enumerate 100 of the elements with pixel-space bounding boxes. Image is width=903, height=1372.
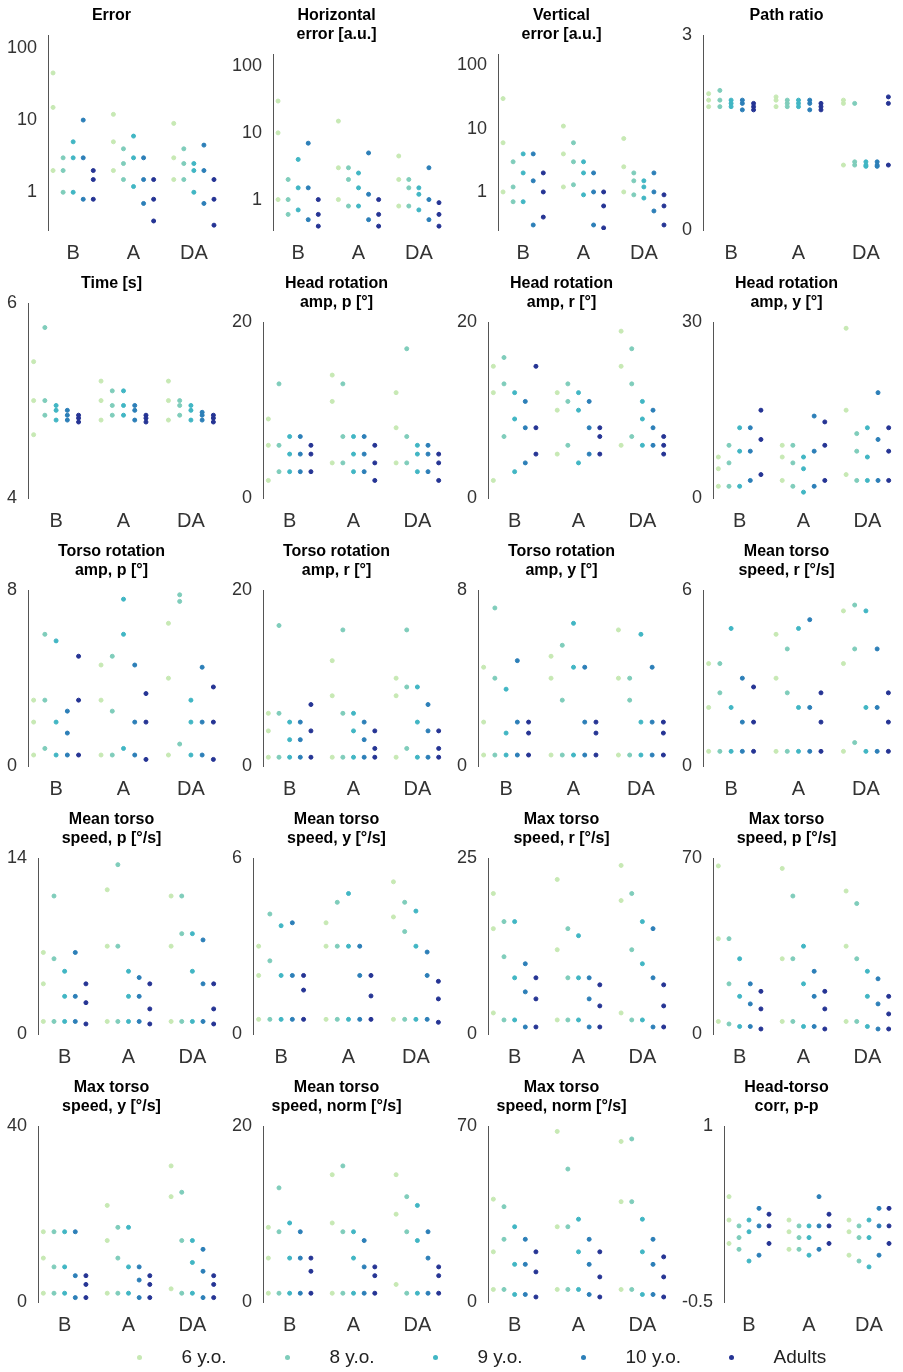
x-tick-label: DA <box>852 776 881 799</box>
x-tick-label: A <box>121 1044 136 1067</box>
y-tick-label: 100 <box>231 55 263 76</box>
y-tick-label: 0 <box>242 1290 253 1311</box>
x-tick-label: B <box>49 508 63 531</box>
x-tick-label: DA <box>177 508 206 531</box>
x-tick-label: A <box>796 1044 811 1067</box>
x-tick-label: B <box>499 776 513 799</box>
legend-label: 9 y.o. <box>477 1346 523 1368</box>
x-tick-label: DA <box>855 1312 884 1335</box>
x-tick-label: DA <box>628 1312 657 1335</box>
y-tick-label: 10 <box>467 117 488 138</box>
x-tick-label: A <box>116 776 131 799</box>
y-tick-label: 4 <box>7 486 18 507</box>
x-tick-label: DA <box>853 1044 882 1067</box>
chart-title: Head rotation amp, r [°] <box>509 274 614 311</box>
y-tick-label: 0 <box>17 1022 28 1043</box>
chart-title: Max torso speed, norm [°/s] <box>496 1078 627 1115</box>
chart-title: Vertical error [a.u.] <box>521 6 602 43</box>
x-tick-label: DA <box>404 240 434 263</box>
x-tick-label: A <box>126 240 141 263</box>
chart-title: Max torso speed, y [°/s] <box>62 1078 161 1115</box>
y-tick-label: 8 <box>7 579 18 600</box>
x-tick-label: A <box>571 1312 586 1335</box>
chart-title: Max torso speed, r [°/s] <box>513 810 610 847</box>
legend-label: 6 y.o. <box>181 1346 227 1368</box>
x-tick-label: A <box>802 1312 817 1335</box>
x-tick-label: A <box>796 508 811 531</box>
y-tick-label: 0 <box>692 1022 703 1043</box>
x-tick-label: A <box>791 240 806 263</box>
y-tick-label: 0 <box>467 1022 478 1043</box>
x-tick-label: A <box>576 240 591 263</box>
y-tick-label: 40 <box>6 1115 28 1136</box>
chart-title: Torso rotation amp, r [°] <box>282 542 391 579</box>
chart-title: Max torso speed, p [°/s] <box>736 810 837 847</box>
x-tick-label: B <box>724 776 738 799</box>
chart-title: Head rotation amp, p [°] <box>284 274 389 311</box>
x-tick-label: DA <box>629 240 659 263</box>
x-tick-label: A <box>571 508 586 531</box>
legend-label: 8 y.o. <box>329 1346 375 1368</box>
x-tick-label: DA <box>403 508 432 531</box>
x-tick-label: B <box>507 1044 522 1067</box>
x-tick-label: B <box>291 240 305 263</box>
chart-title: Time [s] <box>80 274 143 292</box>
x-tick-label: A <box>121 1312 136 1335</box>
x-tick-label: B <box>66 240 80 263</box>
x-tick-label: B <box>274 1044 288 1067</box>
x-tick-label: B <box>507 1312 522 1335</box>
x-tick-label: B <box>724 240 738 263</box>
chart-title: Mean torso speed, p [°/s] <box>61 810 162 847</box>
y-tick-label: 14 <box>6 847 28 868</box>
y-tick-label: 0 <box>242 486 253 507</box>
chart-title: Path ratio <box>749 6 824 24</box>
x-tick-label: B <box>516 240 530 263</box>
x-tick-label: A <box>566 776 581 799</box>
x-tick-label: B <box>507 508 522 531</box>
x-tick-label: B <box>282 508 297 531</box>
chart-title: Mean torso speed, norm [°/s] <box>271 1078 402 1115</box>
x-tick-label: B <box>282 776 297 799</box>
chart-title: Error <box>91 6 132 24</box>
y-tick-label: 0 <box>682 754 693 775</box>
y-tick-label: 6 <box>7 292 18 313</box>
x-tick-label: DA <box>403 1312 432 1335</box>
x-tick-label: A <box>341 1044 356 1067</box>
y-tick-label: 100 <box>6 36 38 57</box>
x-tick-label: DA <box>402 1044 431 1067</box>
x-tick-label: A <box>346 1312 361 1335</box>
y-tick-label: 0 <box>692 486 703 507</box>
y-tick-label: 1 <box>477 180 488 201</box>
y-tick-label: 1 <box>252 188 263 209</box>
x-tick-label: A <box>346 776 361 799</box>
chart-title: Torso rotation amp, y [°] <box>507 542 616 579</box>
x-tick-label: A <box>346 508 361 531</box>
y-tick-label: 70 <box>681 847 703 868</box>
y-tick-label: 100 <box>456 54 488 75</box>
x-tick-label: DA <box>178 1312 207 1335</box>
y-tick-label: 20 <box>231 579 253 600</box>
y-tick-label: 0 <box>17 1290 28 1311</box>
y-tick-label: 20 <box>231 1115 253 1136</box>
x-tick-label: DA <box>177 776 206 799</box>
x-tick-label: DA <box>628 508 657 531</box>
legend-label: 10 y.o. <box>625 1346 682 1368</box>
y-tick-label: 0 <box>232 1022 243 1043</box>
x-tick-label: A <box>116 508 131 531</box>
y-tick-label: 10 <box>17 109 38 130</box>
y-tick-label: 6 <box>682 579 693 600</box>
y-tick-label: 0 <box>467 486 478 507</box>
x-tick-label: DA <box>403 776 432 799</box>
y-tick-label: 1 <box>703 1115 714 1136</box>
y-tick-label: 20 <box>231 311 253 332</box>
chart-title: Mean torso speed, y [°/s] <box>287 810 386 847</box>
x-tick-label: B <box>57 1312 72 1335</box>
y-tick-label: 3 <box>682 24 693 45</box>
x-tick-label: B <box>49 776 63 799</box>
y-tick-label: 6 <box>232 847 243 868</box>
x-tick-label: DA <box>178 1044 207 1067</box>
y-tick-label: 20 <box>456 311 478 332</box>
x-tick-label: DA <box>853 508 882 531</box>
legend-label: Adults <box>773 1346 827 1368</box>
x-tick-label: B <box>732 508 747 531</box>
